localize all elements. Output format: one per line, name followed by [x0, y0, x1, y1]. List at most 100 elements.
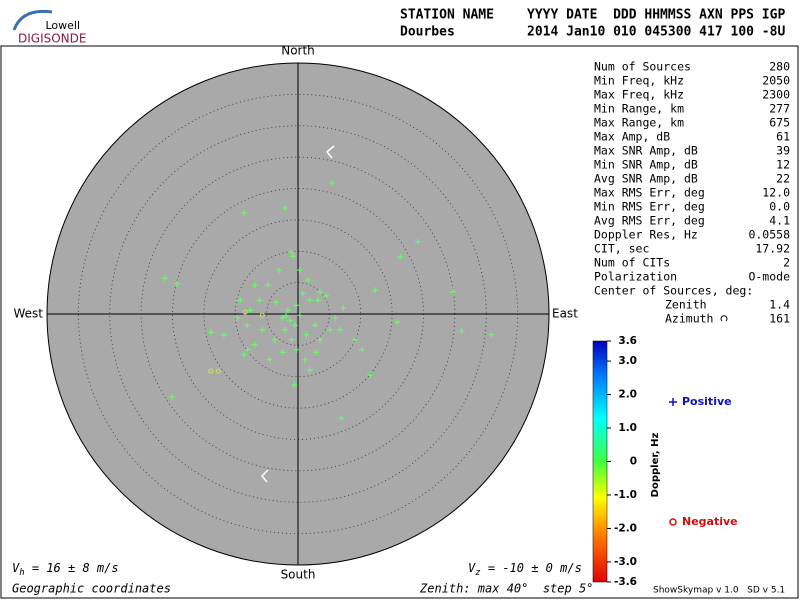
source-point — [256, 297, 263, 304]
source-point — [293, 302, 300, 309]
stat-value: 12 — [776, 158, 790, 172]
logo-top: Lowell — [45, 19, 80, 32]
stat-label: Zenith — [665, 298, 707, 312]
colorbar — [592, 340, 608, 583]
source-point — [251, 341, 258, 348]
source-point — [291, 381, 298, 388]
frame — [0, 45, 799, 599]
version: ShowSkymap v 1.0 SD v 5.1 — [653, 586, 785, 596]
source-point — [367, 371, 374, 378]
source-point — [161, 275, 168, 282]
source-point — [449, 289, 456, 296]
logo-swoosh — [12, 9, 53, 31]
source-point — [207, 329, 214, 336]
source-point — [289, 253, 296, 260]
stat-label: Azimuth — [665, 312, 713, 326]
stat-label: CIT, sec — [594, 242, 649, 256]
stat-value: 0.0 — [769, 200, 790, 214]
source-point — [264, 282, 271, 289]
stat-value: 280 — [769, 60, 790, 74]
stat-value: 277 — [769, 102, 790, 116]
source-point — [281, 326, 288, 333]
colorbar-label: Doppler, Hz — [650, 433, 661, 498]
source-point — [328, 179, 335, 186]
source-point — [266, 356, 273, 363]
source-point — [301, 356, 308, 363]
header-value: 2014 Jan10 010 045300 417 100 -8U — [527, 25, 785, 40]
source-point — [315, 297, 322, 304]
source-point — [305, 277, 312, 284]
source-point — [414, 238, 421, 245]
source-point — [279, 349, 286, 356]
stat-value: 17.92 — [755, 242, 790, 256]
source-point — [303, 331, 310, 338]
stat-label: Num of CITs — [594, 256, 670, 270]
stat-label: Num of Sources — [594, 60, 691, 74]
stat-value: 2300 — [762, 88, 790, 102]
source-point — [208, 368, 214, 374]
header-label: YYYY DATE DDD HHMMSS AXN PPS IGP — [527, 8, 785, 23]
source-point — [259, 326, 266, 333]
source-point — [244, 346, 251, 353]
source-point — [394, 319, 401, 326]
colorbar-tick-label: 1.0 — [618, 422, 637, 434]
stat-label: Avg RMS Err, deg — [594, 214, 705, 228]
stat-label: Max SNR Amp, dB — [594, 144, 698, 158]
source-point — [173, 280, 180, 287]
source-point — [283, 312, 290, 319]
stat-label: Max RMS Err, deg — [594, 186, 705, 200]
source-point — [241, 351, 248, 358]
colorbar-tick-label: -3.0 — [614, 556, 637, 568]
source-point — [247, 307, 254, 314]
source-point — [327, 326, 334, 333]
source-point — [296, 267, 303, 274]
source-point — [352, 336, 359, 343]
source-point — [273, 299, 280, 306]
colorbar-tick-label: 2.0 — [618, 389, 637, 401]
legend-label: Positive — [682, 395, 732, 408]
colorbar-tick-label: 3.0 — [618, 355, 637, 367]
stat-value: 12.0 — [762, 186, 790, 200]
source-point — [323, 292, 330, 299]
legend-marker — [669, 398, 677, 406]
source-point — [306, 366, 313, 373]
source-point — [291, 322, 298, 329]
coords-note: Geographic coordinates — [12, 582, 171, 596]
source-point — [215, 368, 221, 374]
stat-label: Max Amp, dB — [594, 130, 670, 144]
stat-value: 1.4 — [769, 298, 790, 312]
stat-label: Min Freq, kHz — [594, 74, 684, 88]
source-point — [372, 287, 379, 294]
stat-value: 22 — [776, 172, 790, 186]
stat-value: 2 — [783, 256, 790, 270]
vz: Vz = -10 ± 0 m/s — [468, 561, 582, 578]
stat-value: O-mode — [748, 270, 790, 284]
source-point — [281, 204, 288, 211]
source-point — [241, 209, 248, 216]
source-point — [284, 307, 291, 314]
source-point — [300, 290, 307, 297]
source-point — [488, 331, 495, 338]
stat-value: 675 — [769, 116, 790, 130]
stat-label: Max Range, km — [594, 116, 684, 130]
source-point — [316, 336, 323, 343]
colorbar-tick-label: 3.6 — [618, 335, 637, 347]
source-point — [286, 317, 293, 324]
source-point — [293, 346, 300, 353]
center-marker — [260, 469, 269, 483]
direction-label: West — [13, 307, 43, 321]
source-point — [271, 336, 278, 343]
stat-value: 4.1 — [769, 214, 790, 228]
stat-value: 0.0558 — [748, 228, 790, 242]
source-point — [276, 267, 283, 274]
stat-value: 161 — [769, 312, 790, 326]
source-point — [306, 297, 313, 304]
source-point — [168, 393, 175, 400]
source-point — [340, 304, 347, 311]
source-point — [296, 312, 303, 319]
source-point — [279, 314, 286, 321]
colorbar-tick-label: 0 — [630, 456, 637, 468]
source-point — [259, 312, 265, 318]
plot — [46, 62, 550, 566]
